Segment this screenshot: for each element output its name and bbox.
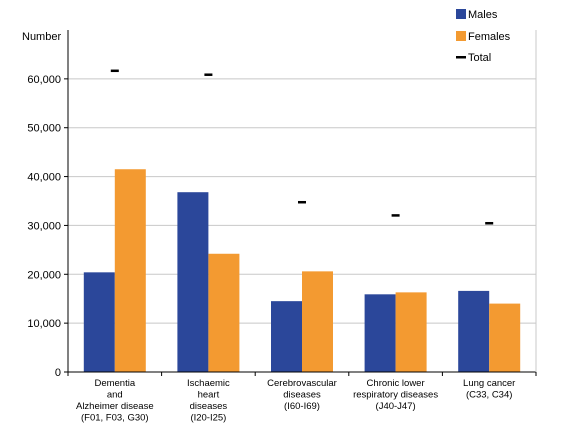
axes: [67, 30, 537, 376]
category-label: (I20-I25): [190, 413, 226, 423]
grid-lines: [64, 78, 536, 373]
category-label: (J40-J47): [376, 401, 416, 412]
category-label: Ischaemic: [187, 378, 230, 389]
total-markers: [110, 69, 494, 225]
category-label: (C33, C34): [466, 390, 512, 401]
legend-swatch-females: [456, 31, 466, 41]
bar-females: [302, 271, 333, 372]
bar-females: [114, 169, 146, 372]
category-label: Dementia: [94, 378, 135, 389]
category-label: Cerebrovascular: [267, 378, 337, 389]
bar-males: [458, 290, 490, 372]
category-label: Chronic lower: [367, 378, 425, 389]
y-tick-labels: 0 10,000 20,000 30,000 40,000 50,000 60,000: [27, 74, 61, 379]
category-label: Alzheimer disease: [76, 401, 154, 412]
bar-females: [395, 292, 427, 372]
legend-label-total: Total: [468, 52, 491, 64]
y-tick-label: 20,000: [27, 269, 61, 281]
category-label: respiratory diseases: [353, 390, 438, 401]
legend-label-females: Females: [468, 31, 511, 43]
legend-swatch-total: [456, 56, 466, 59]
category-label: and: [107, 390, 123, 401]
y-tick-label: 30,000: [27, 220, 61, 232]
legend: Males Females Total: [456, 9, 511, 64]
category-label: Lung cancer: [463, 378, 515, 389]
total-marker: [110, 69, 119, 73]
category-label: (I60-I69): [284, 401, 320, 412]
total-marker: [485, 221, 494, 225]
total-marker: [391, 214, 400, 217]
legend-label-males: Males: [468, 9, 498, 21]
total-marker: [298, 200, 306, 204]
category-label: heart: [198, 390, 220, 401]
bar-males: [83, 272, 115, 372]
bar-females: [489, 303, 521, 372]
y-tick-label: 50,000: [27, 123, 61, 135]
bar-males: [364, 294, 396, 372]
bar-males: [271, 301, 302, 372]
category-label: (F01, F03, G30): [81, 413, 149, 423]
y-tick-label: 0: [55, 367, 61, 379]
y-tick-label: 40,000: [27, 172, 61, 184]
category-label: diseases: [283, 390, 321, 401]
y-tick-label: 60,000: [27, 74, 61, 86]
bar-females: [208, 253, 240, 372]
category-label: diseases: [190, 401, 228, 412]
bars: [83, 169, 521, 372]
y-axis-label: Number: [22, 31, 61, 43]
legend-swatch-males: [456, 9, 466, 19]
total-marker: [204, 73, 213, 76]
bar-males: [177, 192, 209, 372]
y-tick-label: 10,000: [27, 318, 61, 330]
